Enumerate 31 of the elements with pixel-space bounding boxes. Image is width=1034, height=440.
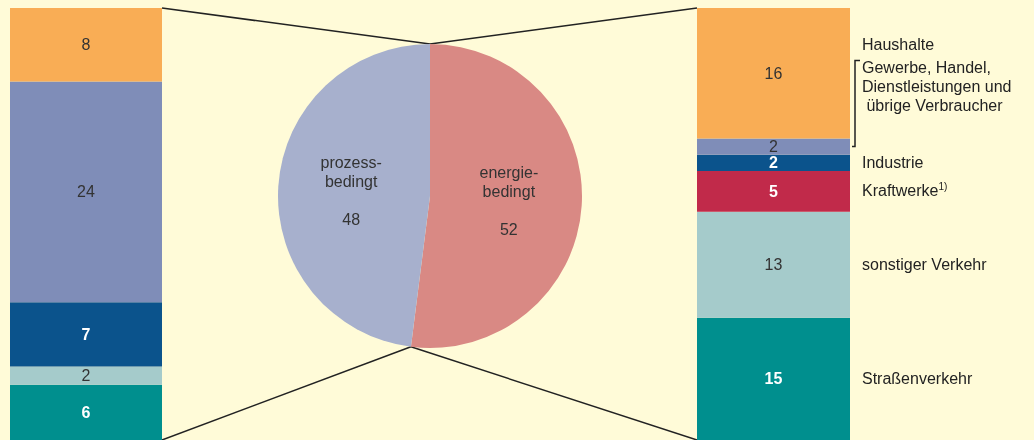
- data-label: 16: [764, 64, 783, 82]
- series-label: Straßenverkehr: [862, 369, 973, 387]
- data-label: 2: [769, 154, 779, 172]
- data-label: 2: [769, 138, 779, 156]
- data-label: 2: [81, 367, 91, 385]
- data-label: 24: [77, 183, 95, 201]
- data-label: 5: [769, 182, 779, 200]
- data-label: 48: [342, 211, 361, 229]
- bar: [10, 302, 162, 367]
- series-label: sonstiger Verkehr: [862, 255, 988, 273]
- series-label: Gewerbe, Handel, Dienstleistungen und übrige Verbraucher: [862, 59, 1012, 115]
- bar: [697, 8, 850, 139]
- bar: [10, 366, 162, 385]
- data-label: 52: [499, 220, 518, 238]
- bar: [697, 171, 850, 212]
- bar: [697, 211, 850, 318]
- data-label: 6: [81, 403, 91, 421]
- data-label: 7: [81, 325, 91, 343]
- bar: [697, 154, 850, 172]
- bar: [697, 138, 850, 155]
- bar: [10, 384, 162, 440]
- data-label: 15: [764, 370, 783, 388]
- bar: [10, 8, 162, 82]
- data-label: 13: [764, 256, 783, 274]
- series-label: Industrie: [862, 153, 924, 171]
- series-label: Haushalte: [862, 36, 935, 54]
- data-label: 8: [81, 36, 91, 54]
- slice-label: energie-bedingt: [479, 163, 539, 200]
- bar: [10, 81, 162, 303]
- slice-label: prozess-bedingt: [320, 154, 382, 191]
- bar: [697, 317, 850, 440]
